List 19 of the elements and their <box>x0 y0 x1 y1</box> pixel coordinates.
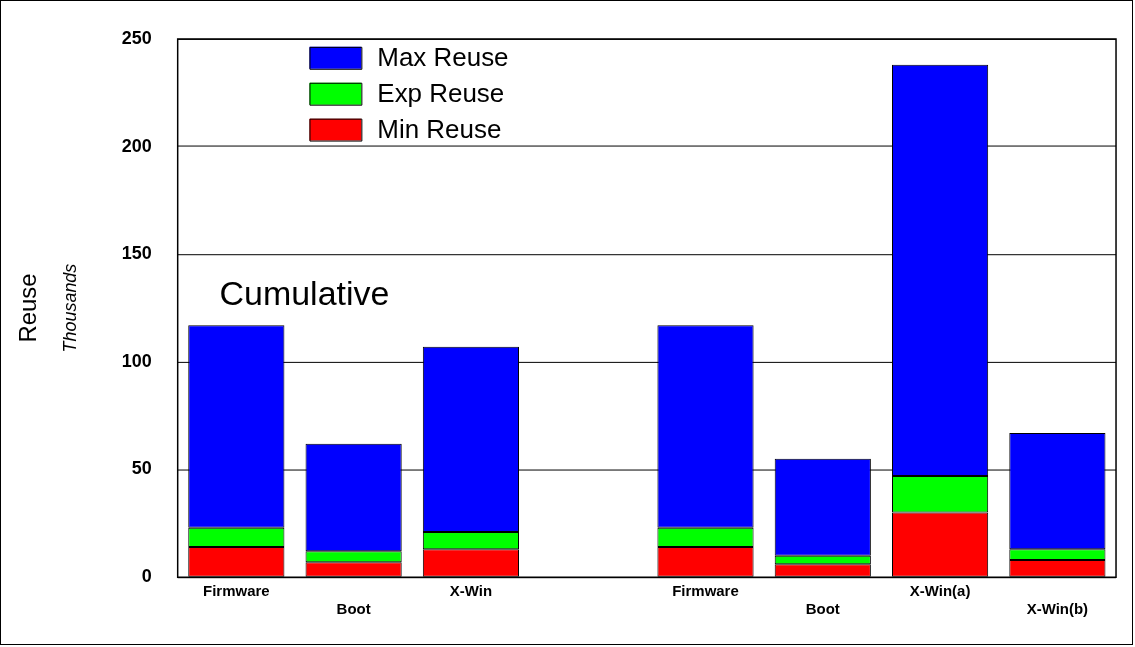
x-tick-label: Boot <box>805 600 840 618</box>
y-tick-label: 50 <box>131 458 152 479</box>
x-tick-label: Firmware <box>672 582 739 600</box>
legend-label: Max Reuse <box>377 42 509 71</box>
x-tick-label: Boot <box>336 600 371 618</box>
x-tick-label: X-Win <box>449 582 493 600</box>
legend-label: Exp Reuse <box>377 78 505 107</box>
y-tick-label: 250 <box>121 27 152 48</box>
x-tick-label: Firmware <box>203 582 270 600</box>
y-tick-label: 200 <box>121 135 152 156</box>
y-tick-label: 0 <box>141 566 152 587</box>
x-tick-label: X-Win(b) <box>1026 600 1089 618</box>
text: Thousands <box>59 263 80 353</box>
y-tick-label: 150 <box>121 243 152 264</box>
x-tick-label: X-Win(a) <box>909 582 971 600</box>
annotation: Cumulative <box>219 274 390 313</box>
y-axis-title: Reuse <box>13 273 41 343</box>
legend-label: Min Reuse <box>377 114 502 143</box>
y-tick-label: 100 <box>121 350 152 371</box>
